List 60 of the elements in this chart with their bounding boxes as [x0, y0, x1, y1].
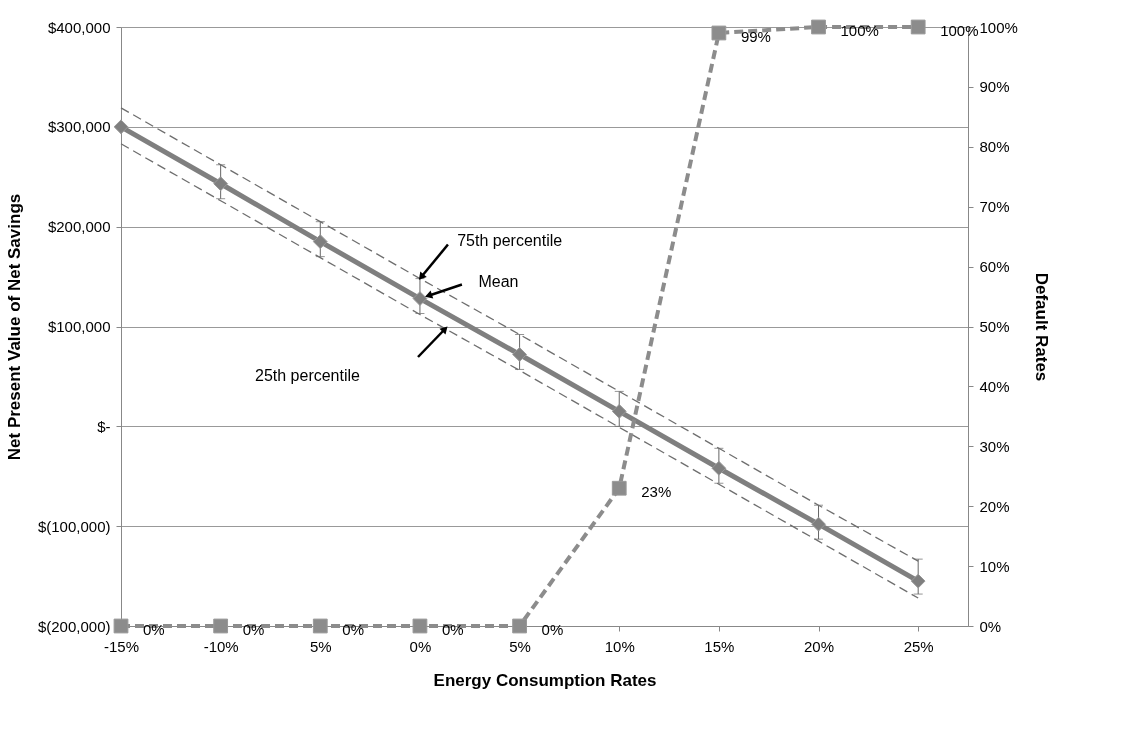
- y-tick-label: $100,000: [47, 318, 111, 335]
- point: [910, 573, 926, 589]
- point: [113, 618, 129, 634]
- y-tick-label: $(100,000): [37, 517, 111, 535]
- annotation: Mean: [478, 272, 519, 290]
- data-label: 0%: [342, 621, 364, 638]
- y2-tick-label: 40%: [979, 377, 1010, 395]
- x-tick-label: 0%: [409, 637, 432, 655]
- point: [711, 460, 727, 476]
- point: [512, 347, 527, 362]
- point: [312, 234, 328, 250]
- x-tick-label: 10%: [604, 637, 635, 655]
- data-label: 0%: [143, 621, 165, 638]
- y2-tick-label: 80%: [979, 138, 1010, 156]
- data-label: 99%: [740, 27, 771, 45]
- x-tick-label: -15%: [103, 637, 140, 655]
- x-tick-label: 25%: [903, 637, 934, 655]
- point: [312, 618, 328, 634]
- point: [910, 19, 926, 35]
- y2-tick-label: 100%: [979, 18, 1018, 36]
- x-tick-label: -10%: [203, 637, 239, 655]
- y-tick-label: $400,000: [47, 18, 111, 36]
- data-label: 23%: [641, 483, 672, 501]
- point: [412, 291, 428, 306]
- y2-tick-label: 70%: [979, 198, 1010, 216]
- point: [412, 618, 428, 634]
- y-tick-label: $200,000: [47, 218, 111, 236]
- point: [711, 25, 727, 41]
- data-label: 100%: [940, 22, 979, 39]
- annotation: 75th percentile: [457, 232, 563, 250]
- y-tick-label: $300,000: [47, 118, 111, 136]
- y2-tick-label: 20%: [979, 497, 1010, 515]
- x-tick-label: 15%: [704, 637, 735, 655]
- x-tick-label: 20%: [804, 637, 835, 655]
- data-label: 0%: [242, 621, 265, 638]
- y2-axis-title: Default Rates: [1031, 272, 1051, 382]
- y2-tick-label: 50%: [979, 318, 1010, 335]
- point: [512, 618, 527, 634]
- y2-tick-label: 0%: [979, 617, 1002, 635]
- point: [611, 480, 627, 496]
- annotation: 25th percentile: [255, 367, 361, 384]
- point: [811, 19, 826, 35]
- y2-tick-label: 60%: [979, 258, 1010, 276]
- x-axis-title: Energy Consumption Rates: [433, 670, 657, 690]
- data-label: 100%: [840, 22, 879, 39]
- data-label: 0%: [541, 621, 564, 638]
- point: [213, 176, 229, 192]
- point: [213, 618, 229, 634]
- point: [113, 119, 129, 135]
- x-tick-label: 5%: [309, 637, 332, 655]
- point: [611, 403, 627, 419]
- point: [811, 516, 826, 532]
- y-tick-label: $(200,000): [37, 617, 111, 635]
- y2-tick-label: 10%: [979, 557, 1010, 575]
- y2-tick-label: 90%: [979, 78, 1010, 96]
- x-tick-label: 5%: [509, 637, 531, 655]
- y-tick-label: $-: [97, 417, 111, 435]
- y-axis-title: Net Present Value of Net Savings: [4, 193, 24, 461]
- y2-tick-label: 30%: [979, 437, 1010, 455]
- data-label: 0%: [441, 621, 464, 638]
